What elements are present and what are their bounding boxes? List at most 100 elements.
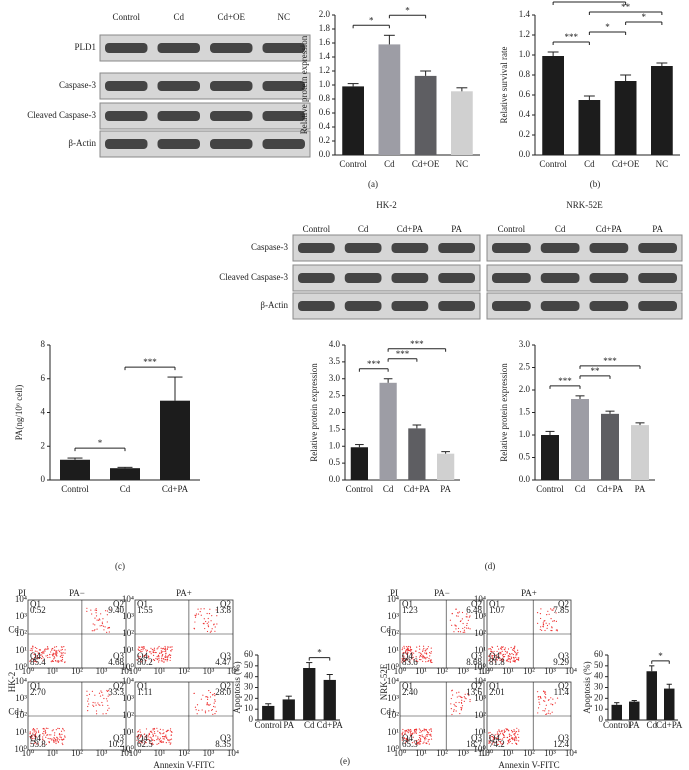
event-dot: [461, 699, 463, 701]
flow-tick: 10⁰: [14, 662, 27, 672]
significance-label: *: [98, 438, 103, 448]
y-tick-label: 1.0: [519, 429, 531, 439]
event-dot: [515, 731, 518, 733]
event-dot: [51, 730, 53, 732]
event-dot: [410, 735, 412, 737]
bar: [60, 459, 90, 480]
event-dot: [547, 712, 549, 714]
event-dot: [496, 737, 498, 739]
event-dot: [55, 741, 57, 743]
event-dot: [104, 610, 107, 612]
flow-tick: 10⁴: [122, 676, 134, 686]
y-tick-label: 20: [244, 692, 254, 702]
flow-tick: 10⁰: [129, 666, 142, 676]
event-dot: [500, 738, 502, 740]
event-dot: [509, 734, 511, 736]
y-tick-label: 50: [244, 660, 254, 670]
event-dot: [463, 700, 465, 702]
event-dot: [409, 645, 411, 648]
x-tick-label: Cd: [384, 159, 395, 169]
y-tick-label: 20: [594, 692, 604, 702]
event-dot: [56, 661, 58, 663]
event-dot: [205, 620, 207, 623]
event-dot: [513, 660, 515, 662]
event-dot: [504, 650, 507, 652]
event-dot: [455, 628, 457, 630]
event-dot: [502, 653, 505, 656]
event-dot: [488, 655, 490, 657]
event-dot: [147, 736, 149, 738]
event-dot: [140, 646, 142, 648]
event-dot: [40, 657, 43, 660]
event-dot: [97, 619, 100, 621]
event-dot: [430, 661, 432, 663]
event-dot: [406, 653, 408, 655]
quadrant-name: Q4: [402, 733, 413, 743]
event-dot: [426, 648, 429, 650]
event-dot: [158, 739, 160, 741]
event-dot: [35, 743, 38, 745]
event-dot: [451, 613, 453, 615]
y-tick-label: 0.4: [319, 121, 331, 131]
y-tick-label: 40: [594, 671, 604, 681]
event-dot: [64, 649, 66, 651]
event-dot: [425, 652, 427, 654]
flow-tick: 10¹: [47, 666, 59, 676]
event-dot: [464, 693, 466, 695]
blot-column: PA: [652, 224, 663, 234]
event-dot: [162, 660, 164, 662]
event-dot: [61, 653, 63, 655]
significance-label: *: [405, 5, 410, 15]
event-dot: [516, 654, 518, 656]
event-dot: [156, 727, 158, 729]
event-dot: [489, 655, 491, 657]
event-dot: [504, 730, 506, 733]
event-dot: [164, 736, 166, 738]
flow-tick: 10²: [387, 710, 399, 720]
event-dot: [103, 629, 105, 631]
event-dot: [453, 703, 455, 705]
event-dot: [42, 660, 44, 662]
event-dot: [413, 741, 416, 743]
event-dot: [171, 730, 173, 733]
blot-band: [438, 243, 475, 253]
quadrant-value: 28.0: [215, 687, 231, 697]
bar: [614, 81, 637, 155]
event-dot: [148, 657, 150, 659]
bar: [160, 400, 190, 480]
significance-label: *: [317, 648, 322, 658]
y-tick-label: 1.5: [519, 407, 531, 417]
event-dot: [167, 646, 169, 648]
bar: [611, 704, 622, 720]
event-dot: [99, 625, 101, 627]
event-dot: [195, 709, 197, 711]
x-tick-label: Cd: [304, 720, 315, 730]
event-dot: [86, 694, 88, 697]
event-dot: [57, 738, 59, 740]
event-dot: [62, 652, 64, 654]
event-dot: [403, 647, 406, 649]
flow-tick: 10¹: [15, 645, 27, 655]
event-dot: [215, 710, 217, 712]
event-dot: [86, 690, 88, 692]
event-dot: [105, 713, 107, 715]
event-dot: [518, 740, 520, 742]
quadrant-name: Q1: [137, 599, 148, 609]
significance-label: *: [642, 12, 647, 22]
event-dot: [208, 621, 210, 623]
event-dot: [407, 645, 409, 648]
event-dot: [553, 620, 555, 622]
event-dot: [210, 620, 212, 622]
event-dot: [108, 631, 110, 633]
blot-band: [157, 111, 200, 121]
event-dot: [152, 734, 155, 737]
event-dot: [107, 704, 109, 707]
event-dot: [517, 651, 519, 654]
event-dot: [56, 652, 58, 654]
event-dot: [53, 653, 55, 655]
event-dot: [542, 710, 544, 712]
y-tick-label: 2.0: [329, 407, 341, 417]
event-dot: [420, 735, 422, 737]
event-dot: [146, 650, 148, 652]
event-dot: [403, 659, 405, 661]
